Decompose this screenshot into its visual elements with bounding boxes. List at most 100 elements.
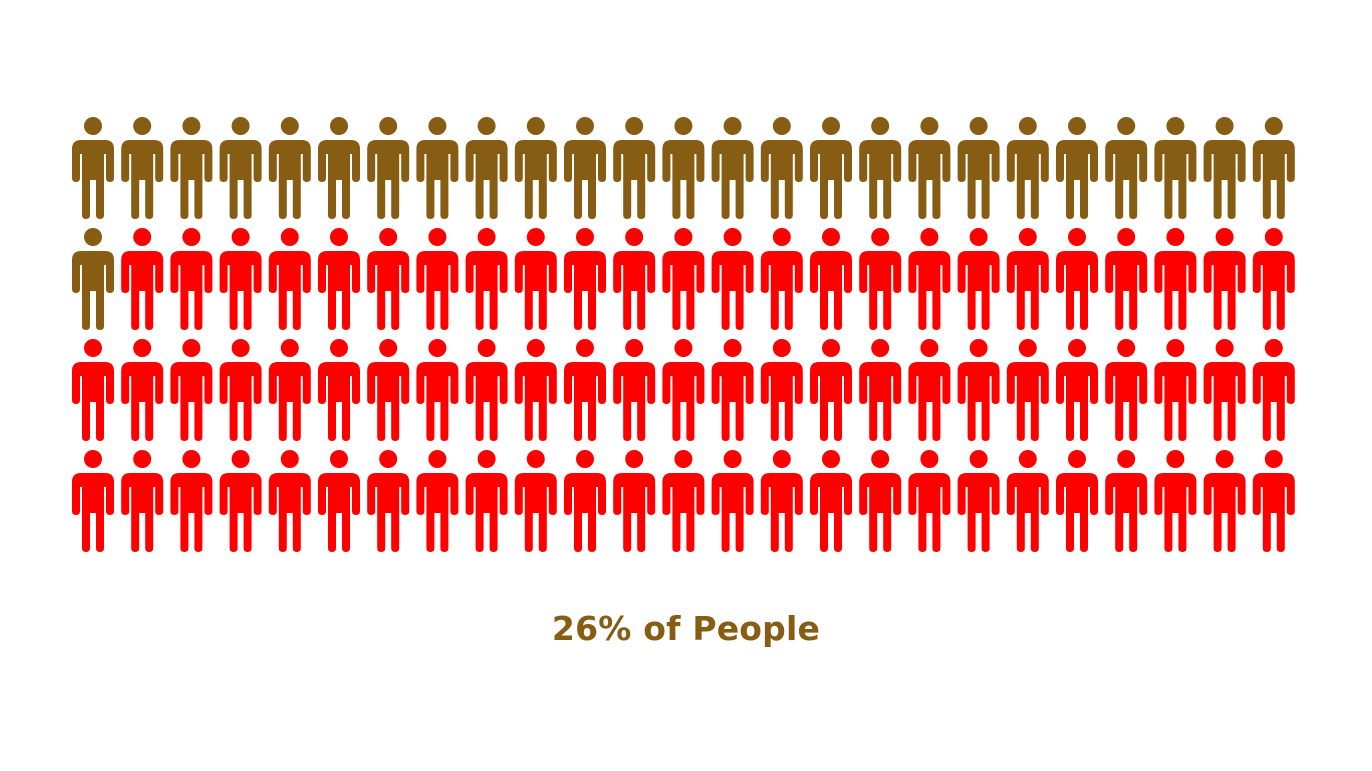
person-icon-highlighted	[662, 117, 705, 219]
person-icon	[662, 228, 705, 330]
chart-caption: 26% of People	[551, 609, 821, 648]
person-icon-highlighted	[72, 228, 114, 330]
person-icon	[1006, 228, 1049, 330]
person-icon	[1252, 450, 1295, 552]
person-icon	[514, 339, 557, 441]
person-icon	[318, 228, 360, 330]
person-icon-highlighted	[957, 117, 1000, 219]
person-icon	[1056, 339, 1098, 441]
person-icon	[367, 228, 410, 330]
person-icon	[564, 450, 606, 552]
person-icon-highlighted	[170, 117, 213, 219]
person-icon	[170, 339, 213, 441]
person-icon	[268, 450, 311, 552]
person-icon-highlighted	[121, 117, 164, 219]
person-icon	[318, 339, 360, 441]
person-icon	[1105, 450, 1148, 552]
person-icon	[662, 339, 705, 441]
person-icon	[1006, 339, 1049, 441]
person-icon	[1006, 450, 1049, 552]
person-icon-highlighted	[810, 117, 852, 219]
person-icon-highlighted	[1105, 117, 1148, 219]
person-icon-highlighted	[564, 117, 606, 219]
person-icon-highlighted	[367, 117, 410, 219]
person-icon-highlighted	[1203, 117, 1246, 219]
person-icon	[1252, 339, 1295, 441]
person-icon	[1056, 228, 1098, 330]
person-icon-highlighted	[268, 117, 311, 219]
person-icon-highlighted	[908, 117, 951, 219]
person-icon	[908, 450, 951, 552]
person-icon-highlighted	[1154, 117, 1197, 219]
person-icon-highlighted	[219, 117, 262, 219]
person-icon	[1252, 228, 1295, 330]
person-icon	[662, 450, 705, 552]
person-icon	[711, 339, 754, 441]
person-icon	[268, 228, 311, 330]
person-icon	[121, 450, 164, 552]
person-icon-highlighted	[613, 117, 656, 219]
person-icon	[810, 450, 852, 552]
person-icon	[416, 228, 459, 330]
person-icon-grid	[72, 117, 1295, 552]
person-icon-highlighted	[1252, 117, 1295, 219]
person-icon-highlighted	[1006, 117, 1049, 219]
person-icon	[1154, 228, 1197, 330]
person-icon	[72, 339, 114, 441]
person-icon	[1154, 450, 1197, 552]
person-icon	[514, 228, 557, 330]
person-icon	[613, 339, 656, 441]
person-icon	[957, 450, 1000, 552]
person-icon	[810, 339, 852, 441]
person-icon	[465, 228, 508, 330]
person-icon-highlighted	[1056, 117, 1098, 219]
person-icon	[810, 228, 852, 330]
person-icon	[564, 228, 606, 330]
person-icon	[514, 450, 557, 552]
person-icon	[1056, 450, 1098, 552]
person-icon	[859, 228, 902, 330]
person-icon	[859, 339, 902, 441]
person-icon	[711, 450, 754, 552]
person-icon	[268, 339, 311, 441]
person-icon	[711, 228, 754, 330]
person-icon	[1203, 339, 1246, 441]
person-icon	[72, 450, 114, 552]
person-icon	[1105, 228, 1148, 330]
person-icon	[760, 228, 803, 330]
person-icon	[367, 339, 410, 441]
person-icon	[760, 339, 803, 441]
person-icon	[613, 450, 656, 552]
person-icon	[957, 228, 1000, 330]
person-icon	[1203, 450, 1246, 552]
person-icon	[613, 228, 656, 330]
person-icon	[465, 450, 508, 552]
person-icon	[170, 228, 213, 330]
person-icon	[318, 450, 360, 552]
person-icon	[219, 339, 262, 441]
person-icon	[957, 339, 1000, 441]
person-icon	[219, 228, 262, 330]
person-icon	[170, 450, 213, 552]
person-icon-highlighted	[318, 117, 360, 219]
person-icon-highlighted	[416, 117, 459, 219]
person-icon-highlighted	[760, 117, 803, 219]
person-icon-highlighted	[859, 117, 902, 219]
person-icon	[1105, 339, 1148, 441]
person-icon	[121, 339, 164, 441]
person-icon-highlighted	[72, 117, 114, 219]
person-icon	[416, 450, 459, 552]
person-icon	[465, 339, 508, 441]
person-icon-highlighted	[711, 117, 754, 219]
person-icon	[416, 339, 459, 441]
person-icon	[367, 450, 410, 552]
person-icon	[859, 450, 902, 552]
person-icon	[121, 228, 164, 330]
person-icon-highlighted	[514, 117, 557, 219]
person-icon	[1154, 339, 1197, 441]
person-icon	[908, 339, 951, 441]
person-icon-highlighted	[465, 117, 508, 219]
person-icon	[760, 450, 803, 552]
person-icon	[1203, 228, 1246, 330]
